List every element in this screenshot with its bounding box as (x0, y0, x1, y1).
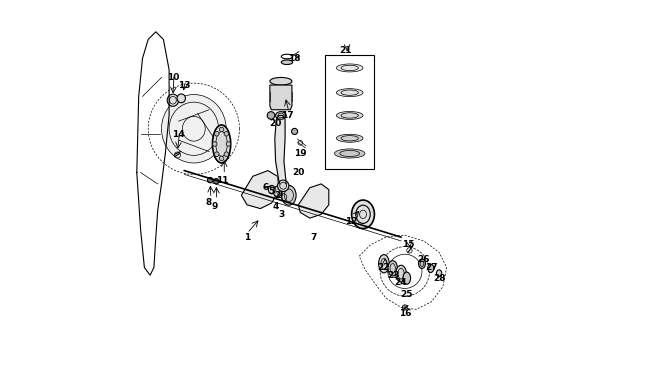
Circle shape (224, 152, 229, 157)
Text: 24: 24 (395, 278, 408, 287)
Circle shape (219, 127, 224, 132)
Ellipse shape (335, 149, 365, 158)
Ellipse shape (273, 186, 281, 197)
Ellipse shape (436, 270, 442, 277)
Circle shape (214, 152, 219, 157)
Text: 18: 18 (289, 54, 301, 63)
Text: 7: 7 (311, 232, 317, 242)
Ellipse shape (213, 125, 231, 163)
Ellipse shape (281, 185, 296, 205)
Circle shape (267, 112, 275, 119)
Text: 2: 2 (274, 191, 281, 200)
Ellipse shape (396, 265, 406, 282)
Ellipse shape (161, 95, 226, 163)
Circle shape (402, 305, 408, 310)
Text: 16: 16 (398, 309, 411, 318)
Text: 12: 12 (345, 218, 358, 226)
Polygon shape (298, 184, 329, 218)
Text: 14: 14 (172, 130, 185, 139)
Text: 9: 9 (211, 202, 218, 211)
Text: 6: 6 (263, 183, 269, 192)
Ellipse shape (270, 77, 292, 85)
Ellipse shape (337, 134, 363, 142)
Ellipse shape (337, 111, 363, 119)
Text: 27: 27 (425, 263, 437, 272)
Bar (325, 55, 374, 169)
Ellipse shape (352, 200, 374, 229)
Text: 8: 8 (206, 198, 212, 208)
Circle shape (207, 177, 213, 183)
Text: 20: 20 (269, 119, 281, 128)
Ellipse shape (276, 112, 286, 119)
Ellipse shape (167, 94, 179, 106)
Text: 21: 21 (340, 46, 352, 55)
Text: 17: 17 (281, 111, 293, 120)
Circle shape (224, 131, 229, 136)
Ellipse shape (337, 64, 363, 72)
Text: 1: 1 (244, 232, 250, 242)
Ellipse shape (177, 94, 185, 103)
Text: 15: 15 (402, 240, 415, 249)
Ellipse shape (378, 255, 389, 273)
Ellipse shape (278, 180, 289, 192)
Text: 11: 11 (216, 175, 229, 185)
Ellipse shape (403, 272, 411, 284)
Text: 4: 4 (272, 202, 279, 211)
Text: 22: 22 (378, 263, 390, 272)
Ellipse shape (419, 259, 425, 268)
Circle shape (214, 178, 219, 184)
Text: 26: 26 (417, 255, 430, 264)
Text: 3: 3 (278, 210, 285, 219)
Circle shape (214, 131, 219, 136)
Text: 20: 20 (292, 168, 305, 177)
Text: 5: 5 (268, 187, 275, 196)
Circle shape (226, 142, 231, 146)
Ellipse shape (281, 60, 292, 64)
Text: 10: 10 (166, 73, 179, 82)
Polygon shape (270, 85, 292, 110)
Ellipse shape (428, 264, 434, 272)
Ellipse shape (337, 88, 363, 97)
Circle shape (292, 128, 298, 134)
Circle shape (219, 156, 224, 161)
Polygon shape (241, 170, 280, 209)
Text: 28: 28 (433, 275, 445, 283)
Text: 25: 25 (400, 290, 413, 299)
Text: 13: 13 (178, 80, 190, 90)
Ellipse shape (388, 261, 397, 276)
Circle shape (213, 142, 217, 146)
Text: 19: 19 (294, 149, 307, 158)
Text: 23: 23 (387, 271, 400, 280)
Polygon shape (275, 115, 286, 184)
